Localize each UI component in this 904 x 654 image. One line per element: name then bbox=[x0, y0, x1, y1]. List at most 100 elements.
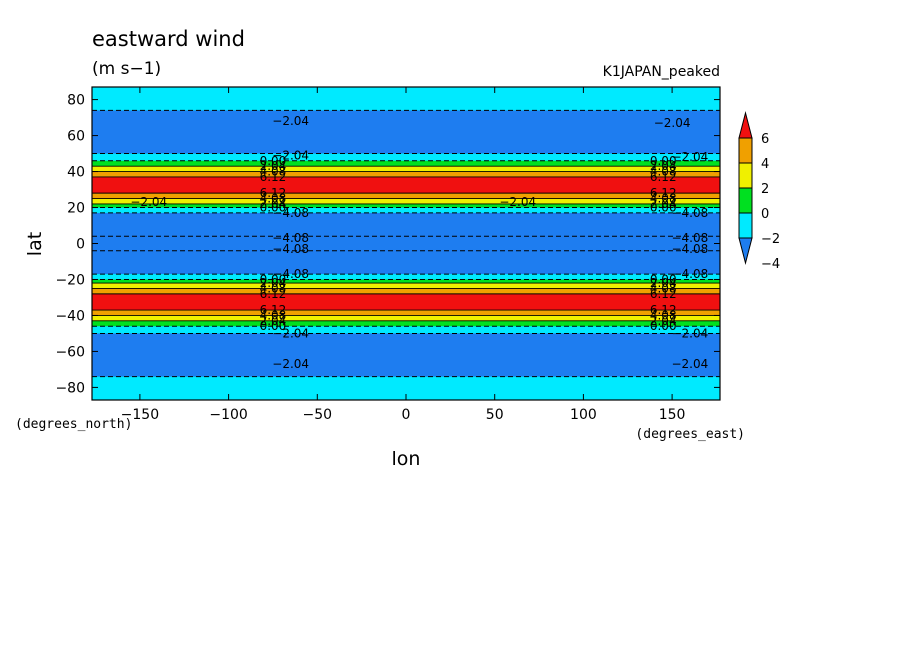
contour-band bbox=[92, 212, 720, 237]
y-axis-ticks: −80 −60 −40 −20 0 20 40 60 80 bbox=[55, 93, 720, 396]
contour-label: −4.08 bbox=[272, 231, 309, 245]
contour-band bbox=[92, 160, 720, 167]
contour-label: −2.04 bbox=[272, 326, 309, 340]
contour-label: −4.08 bbox=[671, 206, 708, 220]
x-tick-label: 150 bbox=[659, 407, 686, 423]
x-tick-label: −100 bbox=[209, 407, 247, 423]
contour-label: 6.12 bbox=[650, 186, 677, 200]
contour-band bbox=[92, 333, 720, 378]
y-unit-label: (degrees_north) bbox=[15, 417, 132, 432]
contour-label: −2.04 bbox=[671, 357, 708, 371]
contour-label: 4.08 bbox=[260, 281, 287, 295]
colorbar-level-label: 2 bbox=[761, 182, 769, 197]
contour-band bbox=[92, 279, 720, 284]
contour-label: 6.12 bbox=[260, 303, 287, 317]
contour-label: 6.12 bbox=[260, 287, 287, 301]
contour-band bbox=[92, 326, 720, 334]
contour-label: −4.08 bbox=[671, 267, 708, 281]
contour-band bbox=[92, 171, 720, 178]
contour-label: 0.00 bbox=[260, 272, 287, 286]
contour-label: 4.08 bbox=[260, 308, 287, 322]
contour-label: 6.12 bbox=[650, 287, 677, 301]
contour-label: 6.12 bbox=[650, 303, 677, 317]
y-tick-label: 20 bbox=[67, 201, 85, 217]
x-tick-label: −50 bbox=[303, 407, 333, 423]
contour-band bbox=[92, 153, 720, 162]
colorbar-level-label: 6 bbox=[761, 132, 769, 147]
contour-band bbox=[92, 176, 720, 194]
contour-label: 6.12 bbox=[260, 170, 287, 184]
y-tick-label: −20 bbox=[55, 272, 85, 288]
y-tick-label: −60 bbox=[55, 344, 85, 360]
colorbar-segment bbox=[738, 212, 753, 239]
colorbar: −4 −2 0 2 4 6 bbox=[738, 111, 780, 272]
contour-label: 2.04 bbox=[650, 159, 677, 173]
colorbar-level-label: 4 bbox=[761, 157, 769, 172]
colorbar-level-label: 0 bbox=[761, 207, 769, 222]
contour-label: 0.00 bbox=[260, 154, 287, 168]
colorbar-bottom-arrow bbox=[738, 237, 753, 265]
y-tick-label: 80 bbox=[67, 93, 85, 109]
chart-units: (m s−1) bbox=[92, 59, 161, 79]
colorbar-segment bbox=[738, 187, 753, 214]
y-tick-label: −40 bbox=[55, 308, 85, 324]
y-tick-label: 0 bbox=[76, 237, 85, 253]
contour-label: 2.04 bbox=[650, 276, 677, 290]
contour-label: −2.04 bbox=[272, 114, 309, 128]
contour-label: 4.08 bbox=[260, 165, 287, 179]
y-tick-label: 60 bbox=[67, 129, 85, 145]
contour-label: −2.04 bbox=[671, 326, 708, 340]
colorbar-top-arrow bbox=[738, 111, 753, 139]
filled-contour-bands bbox=[92, 87, 720, 401]
contour-label: 2.04 bbox=[650, 197, 677, 211]
contour-band bbox=[92, 288, 720, 295]
contour-band bbox=[92, 250, 720, 275]
contour-band bbox=[92, 320, 720, 327]
contour-band bbox=[92, 207, 720, 214]
colorbar-segment bbox=[738, 162, 753, 189]
contour-label: −2.04 bbox=[671, 150, 708, 164]
contour-band bbox=[92, 87, 720, 111]
x-tick-label: 100 bbox=[570, 407, 597, 423]
contour-label: 0.00 bbox=[260, 319, 287, 333]
contour-label: 2.04 bbox=[260, 159, 287, 173]
y-axis-label: lat bbox=[24, 232, 46, 256]
y-tick-label: −80 bbox=[55, 380, 85, 396]
contour-lines bbox=[92, 109, 720, 378]
contour-label: 2.04 bbox=[260, 314, 287, 328]
contour-band bbox=[92, 315, 720, 322]
contour-label: −2.04 bbox=[499, 195, 536, 209]
contour-label: 6.12 bbox=[260, 186, 287, 200]
contour-band bbox=[92, 166, 720, 173]
contour-label: −4.08 bbox=[671, 231, 708, 245]
x-tick-label: −150 bbox=[121, 407, 159, 423]
contour-label: 6.12 bbox=[650, 170, 677, 184]
contour-label: −2.04 bbox=[272, 148, 309, 162]
contour-band bbox=[92, 110, 720, 155]
x-axis-ticks: −150 −100 −50 0 50 100 150 bbox=[121, 87, 686, 423]
colorbar-level-label: −2 bbox=[761, 232, 780, 247]
contour-band bbox=[92, 193, 720, 200]
contour-label: 4.08 bbox=[650, 165, 677, 179]
contour-band bbox=[92, 203, 720, 209]
contour-label: 0.00 bbox=[650, 201, 677, 215]
contour-label: 4.08 bbox=[650, 192, 677, 206]
contour-band bbox=[92, 198, 720, 205]
contour-label: 4.08 bbox=[650, 308, 677, 322]
colorbar-level-label: −4 bbox=[761, 257, 780, 272]
x-tick-label: 50 bbox=[486, 407, 504, 423]
chart-title: eastward wind bbox=[92, 27, 245, 51]
colorbar-segment bbox=[738, 137, 753, 164]
contour-label: −4.08 bbox=[272, 267, 309, 281]
contour-band bbox=[92, 236, 720, 252]
contour-labels: −2.04 −2.04−2.04 −2.04−4.08 −4.08−4.08 −4.08… bbox=[130, 114, 708, 371]
contour-band bbox=[92, 310, 720, 316]
contour-label: −4.08 bbox=[272, 242, 309, 256]
contour-label: 0.00 bbox=[260, 201, 287, 215]
x-unit-label: (degrees_east) bbox=[635, 427, 745, 442]
contour-label: −2.04 bbox=[654, 116, 691, 130]
contour-label: 0.00 bbox=[650, 319, 677, 333]
contour-label: 2.04 bbox=[650, 314, 677, 328]
contour-band bbox=[92, 293, 720, 311]
